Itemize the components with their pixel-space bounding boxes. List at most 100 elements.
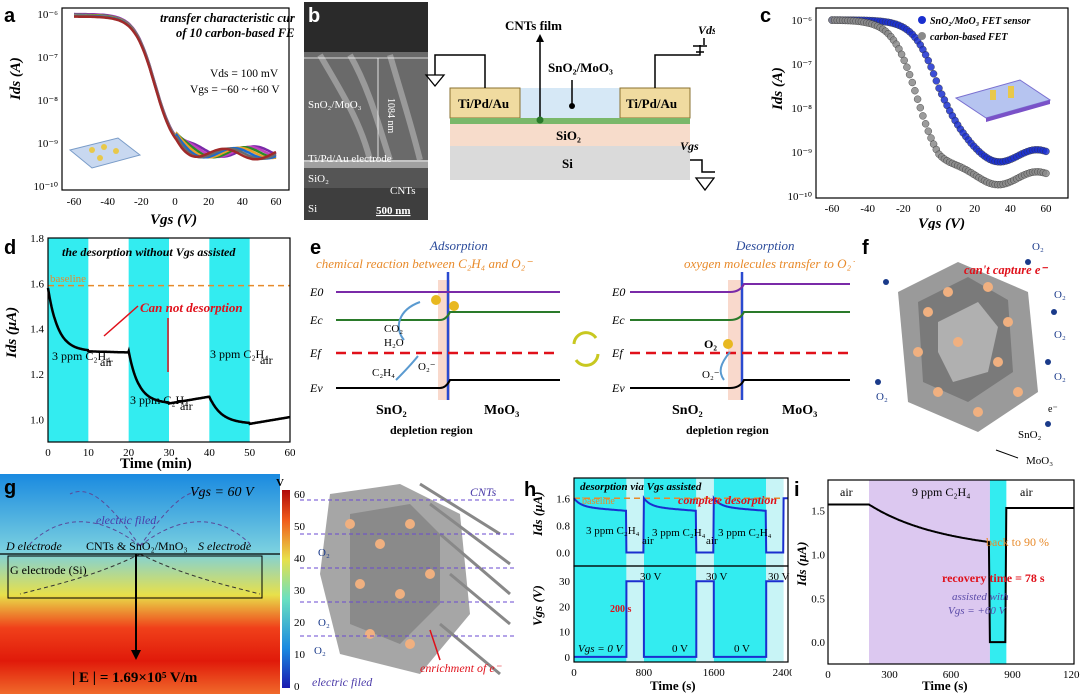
a-xtick-2: -20: [134, 196, 149, 208]
seg-1-label: 3 ppm C₂H₄: [52, 349, 110, 363]
level-ec-right: Ec: [611, 313, 625, 327]
back-to-90-label: back to 90 %: [986, 535, 1049, 549]
panel-a-vgs: Vgs = −60 ~ +60 V: [190, 84, 280, 96]
c-point-0: [1042, 147, 1050, 156]
h-xtick-2: 1600: [703, 667, 726, 679]
enrichment-arrow: [429, 629, 441, 661]
sem-sio2: SiO₂: [308, 173, 329, 185]
band-diagram-desorption: [630, 272, 850, 400]
g-electrode-label: G electrode (Si): [10, 563, 87, 577]
panel-h-ylabel-bottom: Vgs (V): [530, 585, 545, 626]
sem-scalebar: 500 nm: [376, 205, 411, 217]
moo3-label-right: MoO₃: [782, 403, 817, 418]
d-ytick-3: 1.6: [30, 278, 44, 290]
assist-label-2: Vgs = +60 V: [948, 605, 1007, 617]
seg-3-label: 3 ppm C₂H₄: [130, 393, 188, 407]
panel-a: a transfer characteristic curves of 10 c…: [4, 5, 295, 228]
depletion-label-left: depletion region: [390, 423, 473, 437]
g-cbtick-0: 0: [294, 681, 300, 693]
panel-h-title: desorption via Vgs assisted: [580, 481, 702, 493]
a-ytick-4: 10⁻⁶: [37, 9, 58, 21]
field-lines-bottom: [19, 553, 261, 595]
d-xtick-6: 60: [285, 447, 296, 459]
panel-d-ylabel: Ids (μA): [4, 307, 20, 359]
sem-electrode: Ti/Pd/Au electrode: [308, 153, 392, 165]
g-cbtick-5: 50: [294, 521, 306, 533]
h-ytick-bottom-3: 30: [559, 576, 571, 588]
cycle-arrows-icon: [572, 331, 600, 367]
legend-2: carbon-based FET: [930, 32, 1008, 43]
i-xtick-3: 900: [1004, 669, 1021, 681]
a-xtick-5: 40: [237, 196, 249, 208]
current-trace: [828, 503, 1074, 644]
vgs-trace: [574, 580, 784, 658]
i-ytick-3: 1.5: [811, 506, 825, 518]
h-xtick-1: 800: [636, 667, 653, 679]
panel-c-ylabel: Ids (A): [770, 67, 786, 111]
x-ticks: 0 300 600 900 1200: [825, 669, 1080, 681]
x-ticks: 0 10 20 30 40 50 60: [45, 447, 295, 459]
o2-label-right: O₂: [704, 337, 717, 351]
a-xtick-3: 0: [172, 196, 178, 208]
v30-label-1: 30 V: [640, 571, 662, 583]
o2-label-g2: O₂: [318, 617, 330, 629]
panel-g: g Vgs = 60 V electric filed D electrode …: [0, 474, 514, 694]
c-point-1: [911, 86, 919, 95]
field-map: [0, 474, 280, 694]
h-ytick-top-1: 0.8: [556, 520, 570, 532]
y-ticks: 1.0 1.2 1.4 1.6 1.8: [30, 233, 44, 426]
d-ytick-2: 1.4: [30, 324, 44, 336]
sem-si: Si: [308, 203, 317, 215]
d-xtick-5: 50: [244, 447, 256, 459]
c-point-1: [900, 56, 908, 65]
cannot-desorption-label: Can not desorption: [140, 300, 243, 315]
panel-d-xlabel: Time (min): [120, 456, 192, 472]
seg-4-label: air: [180, 399, 193, 413]
ppm-label-1: 3 ppm C₂H₄: [586, 525, 640, 537]
y-ticks-bottom: 0 10 20 30: [559, 576, 571, 664]
panel-c: c SnO₂/MoO₃ FET sensor carbon-based FET …: [760, 5, 1069, 230]
baseline-label-h: baseline: [582, 496, 615, 507]
o2-label-5: O₂: [1054, 371, 1066, 383]
d-ytick-0: 1.0: [30, 414, 44, 426]
i-xtick-4: 1200: [1063, 669, 1080, 681]
sno2-label-right: SnO₂: [672, 403, 703, 418]
plot-frame: [827, 479, 1075, 665]
s-electrode-label: S electrode: [198, 539, 252, 553]
field-lines-top: [29, 490, 251, 547]
h-ytick-bottom-1: 10: [559, 627, 571, 639]
panel-i: i air 9 ppm C₂H₄ air back to 90 % recove…: [794, 479, 1080, 693]
plot-frame: [47, 237, 291, 443]
i-xtick-2: 600: [943, 669, 960, 681]
x-ticks: -60 -40 -20 0 20 40 60: [825, 203, 1052, 215]
panel-b: b SnO₂/MoO₃ 1084 nm Ti/Pd/Au electrode S…: [304, 2, 715, 220]
ids-trace: [573, 495, 788, 554]
seg-5-label: 3 ppm C₂H₄: [210, 347, 268, 361]
d-xtick-2: 20: [123, 447, 135, 459]
adsorption-title: Adsorption: [429, 238, 488, 253]
v30-label-3: 30 V: [768, 571, 790, 583]
panel-a-xlabel: Vgs (V): [150, 212, 197, 228]
a-ytick-0: 10⁻¹⁰: [33, 181, 58, 193]
i-ytick-1: 0.5: [811, 593, 825, 605]
panel-label-d: d: [4, 237, 16, 259]
recovery-time-label: recovery time = 78 s: [942, 571, 1045, 585]
panel-label-c: c: [760, 5, 771, 27]
panel-f: f can't capture e⁻ O₂ O₂ O₂ O₂ O₂ e⁻ SnO…: [862, 237, 1066, 467]
i-xtick-0: 0: [825, 669, 831, 681]
electric-field-label-2: electric filed: [312, 675, 373, 689]
a-series-6: [74, 15, 277, 161]
o2-label-g1: O₂: [318, 547, 330, 559]
d-electrode-label: D electrode: [5, 539, 63, 553]
panel-d: d the desorption without Vgs assisted ba…: [4, 233, 295, 472]
level-ev-left: Ev: [309, 381, 323, 395]
seg-6-label: air: [260, 353, 273, 367]
d-xtick-4: 40: [204, 447, 216, 459]
vgs-label: Vgs: [680, 139, 699, 153]
d-band-1: [128, 238, 169, 442]
o2-label-2: O₂: [1054, 289, 1066, 301]
gas-bands: [869, 480, 1007, 664]
chip-icon: [68, 137, 142, 169]
h-ytick-bottom-0: 0: [565, 652, 571, 664]
cnts-film-label: CNTs film: [505, 18, 562, 33]
